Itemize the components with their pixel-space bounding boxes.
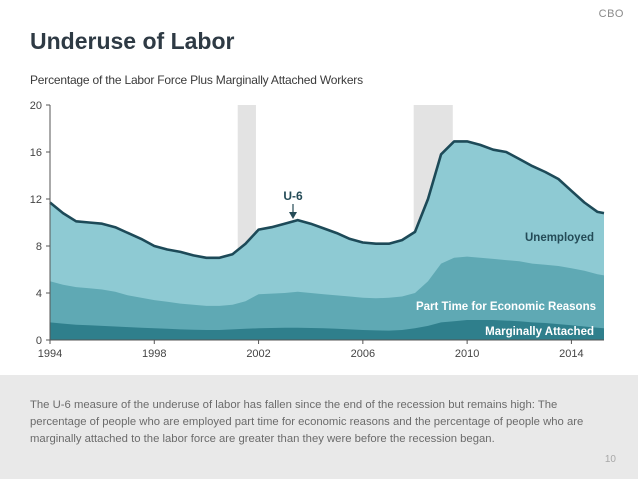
chart-area: 0 4 8 12 16 20 1994 1998 2002 2006 2010 2014 U-6 Unem… [30, 100, 605, 360]
chart-subtitle: Percentage of the Labor Force Plus Margi… [30, 73, 363, 87]
page-title: Underuse of Labor [30, 28, 235, 54]
y-tick-label: 0 [36, 335, 42, 347]
label-unemployed: Unemployed [525, 232, 594, 244]
x-tick-label: 2010 [455, 348, 479, 360]
area-part-time [50, 256, 604, 340]
footer-note: The U-6 measure of the underuse of labor… [30, 399, 584, 445]
y-tick-label: 12 [30, 194, 42, 206]
x-tick-label: 2002 [246, 348, 270, 360]
label-part-time: Part Time for Economic Reasons [416, 301, 596, 313]
x-tick-label: 1994 [38, 348, 62, 360]
org-label: CBO [598, 8, 624, 20]
y-tick-label: 20 [30, 100, 42, 112]
label-u6-arrow-head [289, 212, 297, 219]
label-u6: U-6 [283, 189, 303, 203]
label-marginally-attached: Marginally Attached [485, 326, 594, 338]
page-number: 10 [604, 454, 616, 465]
y-tick-label: 4 [36, 288, 42, 300]
x-tick-label: 1998 [142, 348, 166, 360]
footer-note-panel: The U-6 measure of the underuse of labor… [0, 375, 638, 479]
x-tick-label: 2006 [351, 348, 375, 360]
y-tick-label: 16 [30, 147, 42, 159]
y-tick-label: 8 [36, 241, 42, 253]
series-line-u6 [49, 140, 605, 260]
area-marginally-attached [50, 320, 604, 340]
x-tick-label: 2014 [559, 348, 583, 360]
